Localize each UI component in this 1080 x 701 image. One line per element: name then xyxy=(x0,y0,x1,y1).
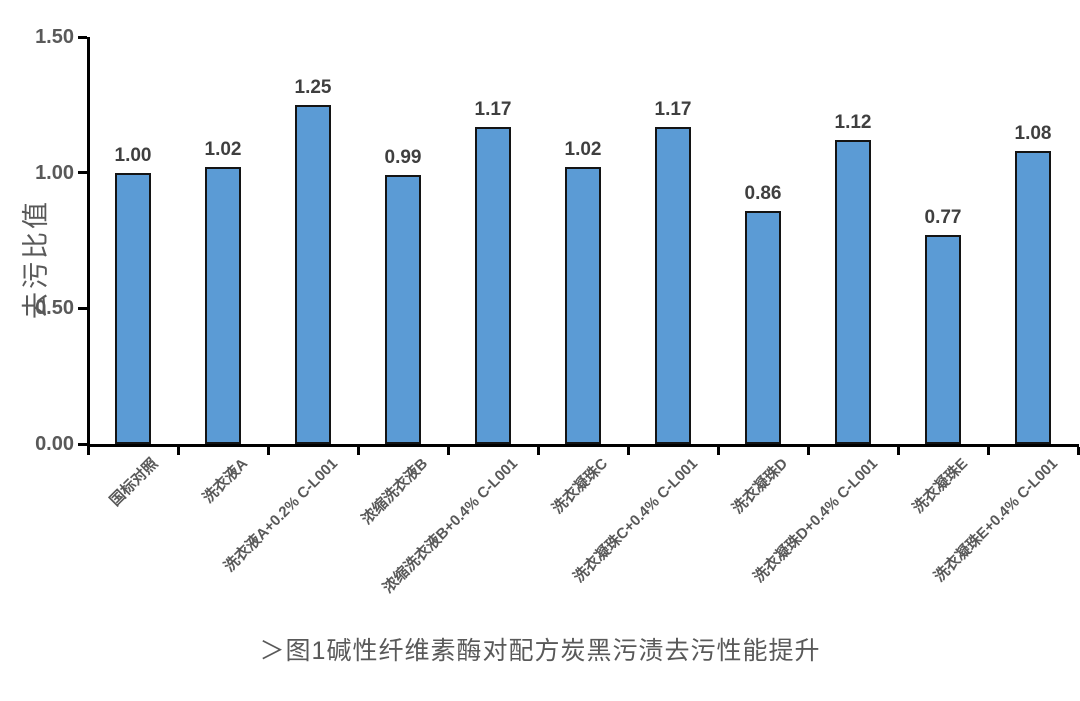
x-tick-mark xyxy=(536,447,540,455)
bar xyxy=(115,172,151,444)
x-axis-line xyxy=(87,444,1079,447)
x-tick-mark xyxy=(266,447,270,455)
bar xyxy=(835,140,871,444)
bar-value-label: 1.02 xyxy=(564,139,602,161)
bar-value-label: 1.17 xyxy=(474,98,512,120)
x-tick-mark xyxy=(806,447,810,455)
y-tick-label: 1.50 xyxy=(35,26,74,48)
bar-value-label: 1.17 xyxy=(654,98,692,120)
bar-value-label: 1.12 xyxy=(834,112,872,134)
bar-value-label: 1.00 xyxy=(114,144,152,166)
x-tick-mark xyxy=(716,447,720,455)
x-tick-mark xyxy=(626,447,630,455)
bar xyxy=(925,235,961,444)
bar xyxy=(1015,150,1051,444)
y-tick-label: 0.00 xyxy=(35,433,74,455)
y-tick-mark xyxy=(78,442,87,446)
bar-value-label: 0.86 xyxy=(744,182,782,204)
x-category-label: 浓缩洗衣液B xyxy=(358,455,432,528)
bar-value-label: 1.08 xyxy=(1014,122,1052,144)
y-axis-title: 去污比值 xyxy=(21,199,51,319)
bar xyxy=(205,167,241,444)
bar-value-label: 1.02 xyxy=(204,139,242,161)
y-tick-mark xyxy=(78,35,87,39)
x-category-label: 洗衣凝珠E xyxy=(909,455,972,517)
bar-value-label: 0.99 xyxy=(384,147,422,169)
bar xyxy=(565,167,601,444)
bar xyxy=(385,175,421,444)
bar xyxy=(295,104,331,444)
figure-caption: ＞图1碱性纤维素酶对配方炭黑污渍去污性能提升 xyxy=(259,637,821,665)
bar-value-label: 1.25 xyxy=(294,76,332,98)
x-category-label: 洗衣液A xyxy=(199,455,252,507)
x-tick-mark xyxy=(986,447,990,455)
x-category-label: 国标对照 xyxy=(106,455,162,510)
bar xyxy=(655,126,691,444)
y-axis-line xyxy=(87,37,90,447)
x-tick-mark xyxy=(176,447,180,455)
x-tick-mark xyxy=(1076,447,1080,455)
x-category-label: 洗衣凝珠D xyxy=(729,455,792,518)
bar xyxy=(745,210,781,444)
x-category-label: 洗衣凝珠C xyxy=(549,455,612,518)
y-tick-label: 0.50 xyxy=(35,297,74,320)
x-tick-mark xyxy=(356,447,360,455)
y-tick-mark xyxy=(78,306,87,310)
x-tick-mark xyxy=(446,447,450,455)
bar xyxy=(475,126,511,444)
y-tick-mark xyxy=(78,171,87,175)
y-tick-label: 1.00 xyxy=(35,161,74,184)
x-tick-mark xyxy=(86,447,90,455)
x-tick-mark xyxy=(896,447,900,455)
bar-value-label: 0.77 xyxy=(924,207,962,229)
